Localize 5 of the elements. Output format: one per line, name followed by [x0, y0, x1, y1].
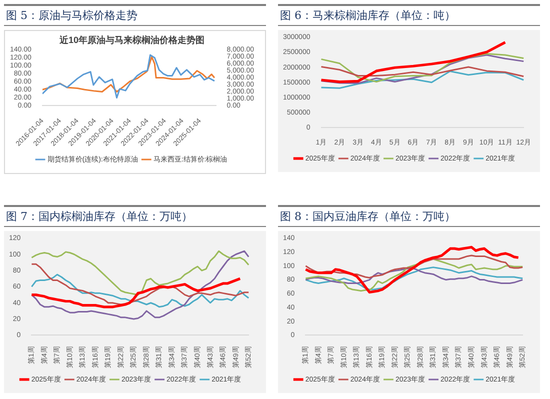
chart-title: 图 7：国内棕榈油库存（单位：万吨）: [4, 205, 266, 227]
chart-subtitle: 近10年原油与马来棕榈油价格走势图: [58, 34, 205, 45]
chart-title: 图 5：原油与马棕价格走势: [4, 4, 266, 26]
chart-title: 图 8：国内豆油库存（单位：万吨）: [278, 205, 540, 227]
chart-title: 图 6：马来棕榈油库存（单位：吨）: [278, 4, 540, 26]
